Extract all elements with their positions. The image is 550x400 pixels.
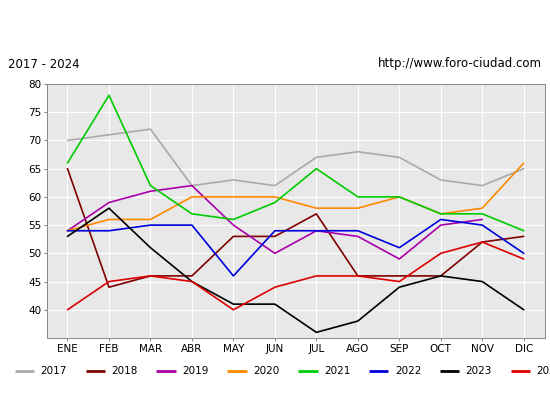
Text: Evolucion del paro registrado en Villalpando: Evolucion del paro registrado en Villalp… <box>97 16 453 30</box>
Text: 2018: 2018 <box>111 366 138 376</box>
Text: 2017 - 2024: 2017 - 2024 <box>8 58 80 70</box>
Text: 2017: 2017 <box>41 366 67 376</box>
Text: http://www.foro-ciudad.com: http://www.foro-ciudad.com <box>378 58 542 70</box>
Text: 2019: 2019 <box>182 366 208 376</box>
Text: 2020: 2020 <box>253 366 279 376</box>
Text: 2022: 2022 <box>395 366 421 376</box>
Text: 2023: 2023 <box>466 366 492 376</box>
Text: 2024: 2024 <box>537 366 550 376</box>
Text: 2021: 2021 <box>324 366 350 376</box>
